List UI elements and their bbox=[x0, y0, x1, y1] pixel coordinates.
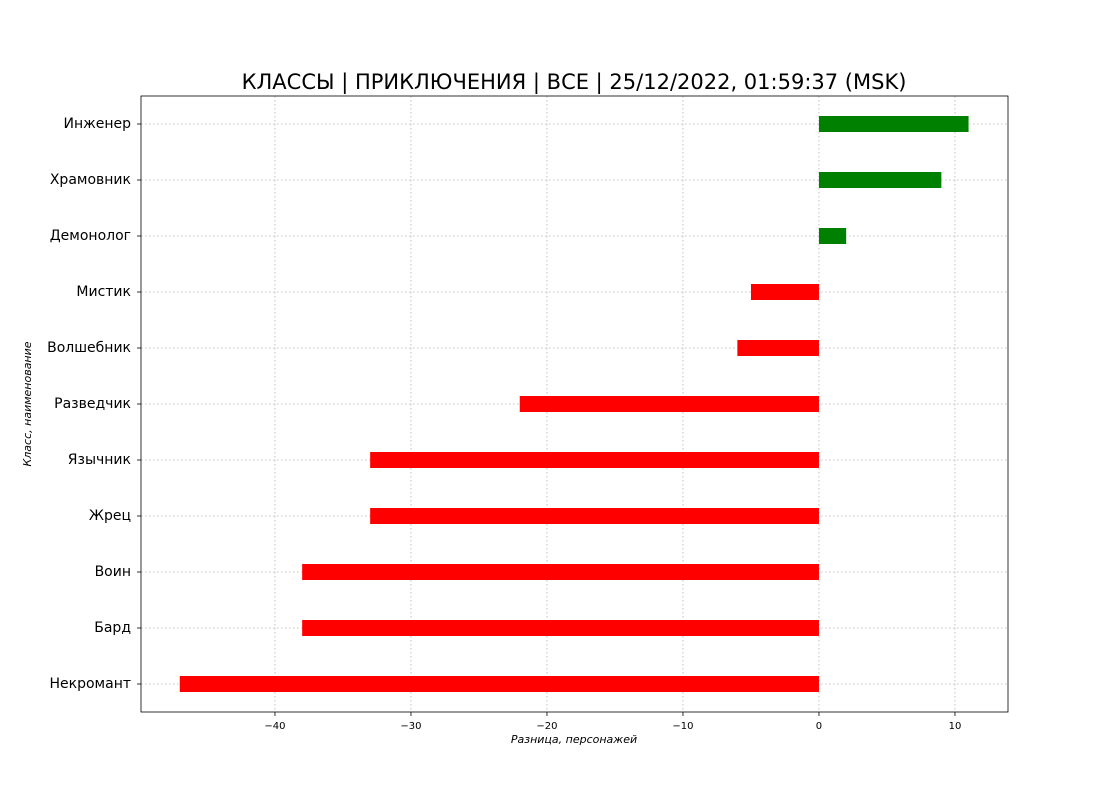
x-tick-label: 0 bbox=[816, 721, 822, 732]
x-tick-label: −30 bbox=[400, 721, 421, 732]
y-axis-label: Класс, наименование bbox=[21, 341, 34, 466]
y-tick-label: Храмовник bbox=[50, 172, 131, 188]
bar bbox=[519, 396, 819, 412]
bar bbox=[818, 228, 847, 244]
bar bbox=[818, 116, 969, 132]
bar bbox=[818, 172, 942, 188]
x-tick-label: 10 bbox=[949, 721, 962, 732]
x-axis-label: Разница, персонажей bbox=[511, 733, 637, 746]
bar bbox=[302, 620, 819, 636]
x-tick-label: −40 bbox=[264, 721, 285, 732]
plot-frame bbox=[140, 95, 1009, 713]
y-tick-label: Воин bbox=[95, 564, 131, 580]
x-tick-label: −20 bbox=[536, 721, 557, 732]
bar bbox=[302, 564, 819, 580]
y-tick-label: Волшебник bbox=[47, 340, 131, 356]
bar bbox=[737, 340, 819, 356]
y-tick-label: Разведчик bbox=[54, 396, 131, 412]
y-tick-label: Мистик bbox=[76, 284, 131, 300]
bar bbox=[370, 452, 819, 468]
bar bbox=[179, 676, 819, 692]
y-tick-label: Бард bbox=[94, 620, 131, 636]
y-tick-label: Демонолог bbox=[50, 228, 131, 244]
chart-title: КЛАССЫ | ПРИКЛЮЧЕНИЯ | ВСЕ | 25/12/2022,… bbox=[242, 70, 907, 95]
y-tick-label: Жрец bbox=[89, 508, 131, 524]
x-tick-label: −10 bbox=[672, 721, 693, 732]
bar bbox=[750, 284, 819, 300]
bar bbox=[370, 508, 819, 524]
y-tick-label: Некромант bbox=[50, 676, 132, 692]
y-tick-label: Инженер bbox=[63, 116, 131, 132]
y-tick-label: Язычник bbox=[68, 452, 131, 468]
